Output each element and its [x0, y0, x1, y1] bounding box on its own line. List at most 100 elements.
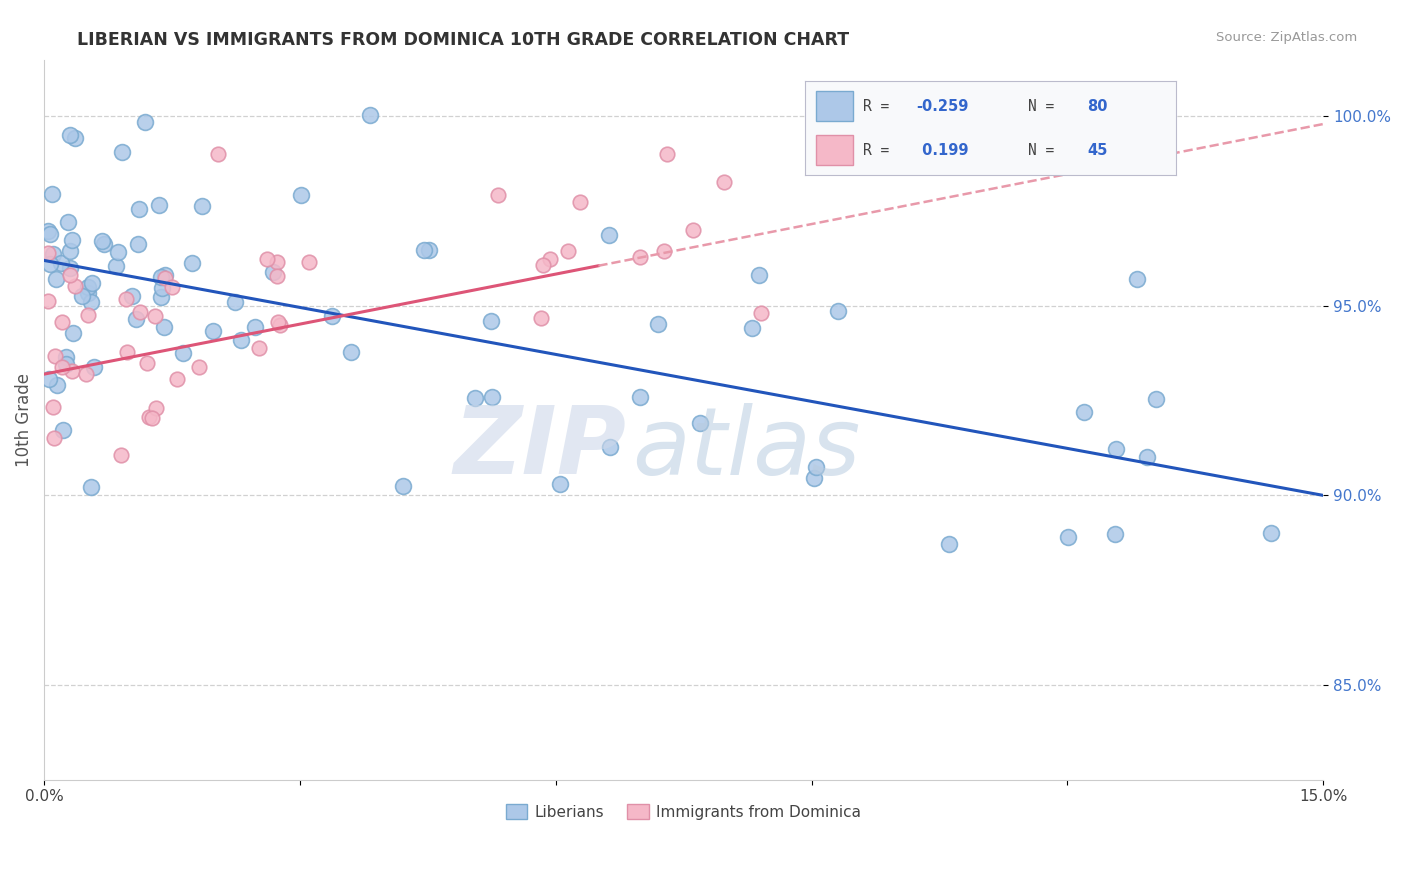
Point	[207, 146, 229, 161]
Point	[359, 108, 381, 122]
Point	[46, 377, 69, 392]
Point	[321, 309, 343, 323]
Point	[245, 319, 267, 334]
Point	[63, 278, 86, 293]
Point	[1146, 392, 1168, 406]
Point	[247, 342, 270, 356]
Point	[145, 401, 167, 415]
Point	[340, 345, 363, 359]
Point	[38, 372, 60, 386]
Point	[201, 324, 224, 338]
Point	[682, 222, 704, 236]
Point	[72, 289, 94, 303]
Point	[266, 255, 288, 269]
Point	[557, 244, 579, 258]
Point	[59, 268, 82, 282]
Point	[93, 236, 115, 251]
Point	[150, 281, 173, 295]
Point	[713, 175, 735, 189]
Point	[1136, 450, 1159, 465]
Text: Source: ZipAtlas.com: Source: ZipAtlas.com	[1216, 31, 1357, 45]
Point	[298, 255, 321, 269]
Point	[149, 290, 172, 304]
Point	[77, 280, 100, 294]
Point	[41, 187, 63, 202]
Point	[59, 261, 82, 276]
Point	[77, 308, 100, 322]
Point	[262, 265, 284, 279]
Point	[62, 364, 84, 378]
Point	[83, 360, 105, 375]
Point	[59, 128, 82, 142]
Point	[153, 270, 176, 285]
Point	[598, 228, 620, 243]
Point	[827, 304, 849, 318]
Point	[143, 309, 166, 323]
Point	[269, 318, 291, 332]
Y-axis label: 10th Grade: 10th Grade	[15, 373, 32, 467]
Point	[51, 360, 73, 375]
Point	[138, 409, 160, 424]
Point	[110, 448, 132, 462]
Point	[153, 268, 176, 282]
Point	[134, 115, 156, 129]
Point	[628, 390, 651, 404]
Point	[548, 477, 571, 491]
Point	[172, 346, 194, 360]
Legend: Liberians, Immigrants from Dominica: Liberians, Immigrants from Dominica	[499, 798, 868, 826]
Point	[111, 145, 134, 159]
Point	[44, 349, 66, 363]
Point	[599, 440, 621, 454]
Point	[1104, 526, 1126, 541]
Point	[160, 280, 183, 294]
Point	[149, 269, 172, 284]
Point	[125, 312, 148, 326]
Point	[229, 333, 252, 347]
Point	[60, 234, 83, 248]
Point	[418, 243, 440, 257]
Point	[79, 294, 101, 309]
Point	[105, 260, 128, 274]
Point	[37, 246, 59, 260]
Point	[56, 215, 79, 229]
Point	[531, 258, 554, 272]
Point	[803, 471, 825, 485]
Point	[1073, 405, 1095, 419]
Point	[79, 480, 101, 494]
Point	[41, 247, 63, 261]
Point	[1260, 526, 1282, 541]
Point	[628, 250, 651, 264]
Point	[55, 357, 77, 371]
Point	[488, 187, 510, 202]
Point	[804, 460, 827, 475]
Point	[42, 431, 65, 445]
Point	[63, 131, 86, 145]
Point	[39, 227, 62, 242]
Point	[45, 271, 67, 285]
Point	[114, 292, 136, 306]
Point	[413, 243, 436, 257]
Point	[51, 315, 73, 329]
Point	[266, 268, 288, 283]
Point	[128, 305, 150, 319]
Point	[479, 314, 502, 328]
Point	[689, 416, 711, 430]
Point	[224, 294, 246, 309]
Point	[749, 305, 772, 319]
Point	[256, 252, 278, 267]
Text: LIBERIAN VS IMMIGRANTS FROM DOMINICA 10TH GRADE CORRELATION CHART: LIBERIAN VS IMMIGRANTS FROM DOMINICA 10T…	[77, 31, 849, 49]
Point	[107, 245, 129, 260]
Point	[127, 237, 149, 252]
Point	[128, 202, 150, 217]
Point	[464, 391, 486, 405]
Point	[481, 390, 503, 404]
Text: ZIP: ZIP	[453, 402, 626, 494]
Point	[1126, 271, 1149, 285]
Point	[77, 286, 100, 301]
Point	[152, 319, 174, 334]
Point	[569, 194, 592, 209]
Point	[59, 244, 82, 258]
Point	[538, 252, 561, 267]
Point	[80, 276, 103, 290]
Point	[190, 199, 212, 213]
